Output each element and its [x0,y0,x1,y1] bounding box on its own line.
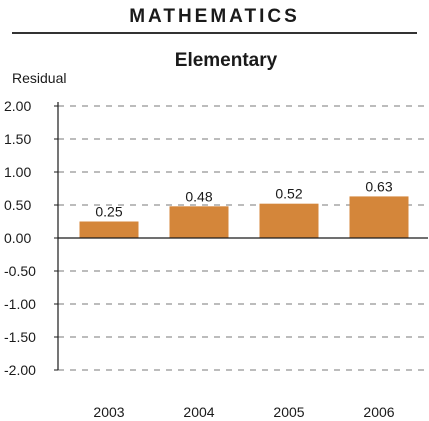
bar [79,221,139,238]
y-tick-label: -1.50 [4,329,36,345]
y-tick-label: -1.00 [4,296,36,312]
x-tick-label: 2005 [273,404,304,420]
y-tick-label: -0.50 [4,263,36,279]
y-tick-label: 1.00 [4,164,31,180]
y-tick-label: -2.00 [4,362,36,378]
data-label: 0.52 [275,186,302,202]
data-label: 0.25 [95,204,122,220]
y-tick-label: 0.00 [4,230,31,246]
bars [79,196,409,238]
axes [54,102,428,371]
chart-title: Elementary [175,50,278,71]
x-tick-label: 2006 [363,404,394,420]
bar [169,206,229,238]
gridlines [58,105,428,371]
x-tick-label: 2004 [183,404,214,420]
y-tick-label: 2.00 [4,98,31,114]
x-tick-label: 2003 [93,404,124,420]
labels: 2.00 1.50 1.00 0.50 0.00 -0.50 -1.00 -1.50 -2.00… [4,98,395,420]
y-tick-label: 0.50 [4,197,31,213]
bar [349,196,409,238]
y-tick-label: 1.50 [4,131,31,147]
data-label: 0.63 [365,178,392,194]
title-rule [12,32,417,34]
section-title: MATHEMATICS [129,6,300,27]
data-label: 0.48 [185,188,212,204]
bar [259,203,319,238]
y-axis-label: Residual [12,70,66,86]
